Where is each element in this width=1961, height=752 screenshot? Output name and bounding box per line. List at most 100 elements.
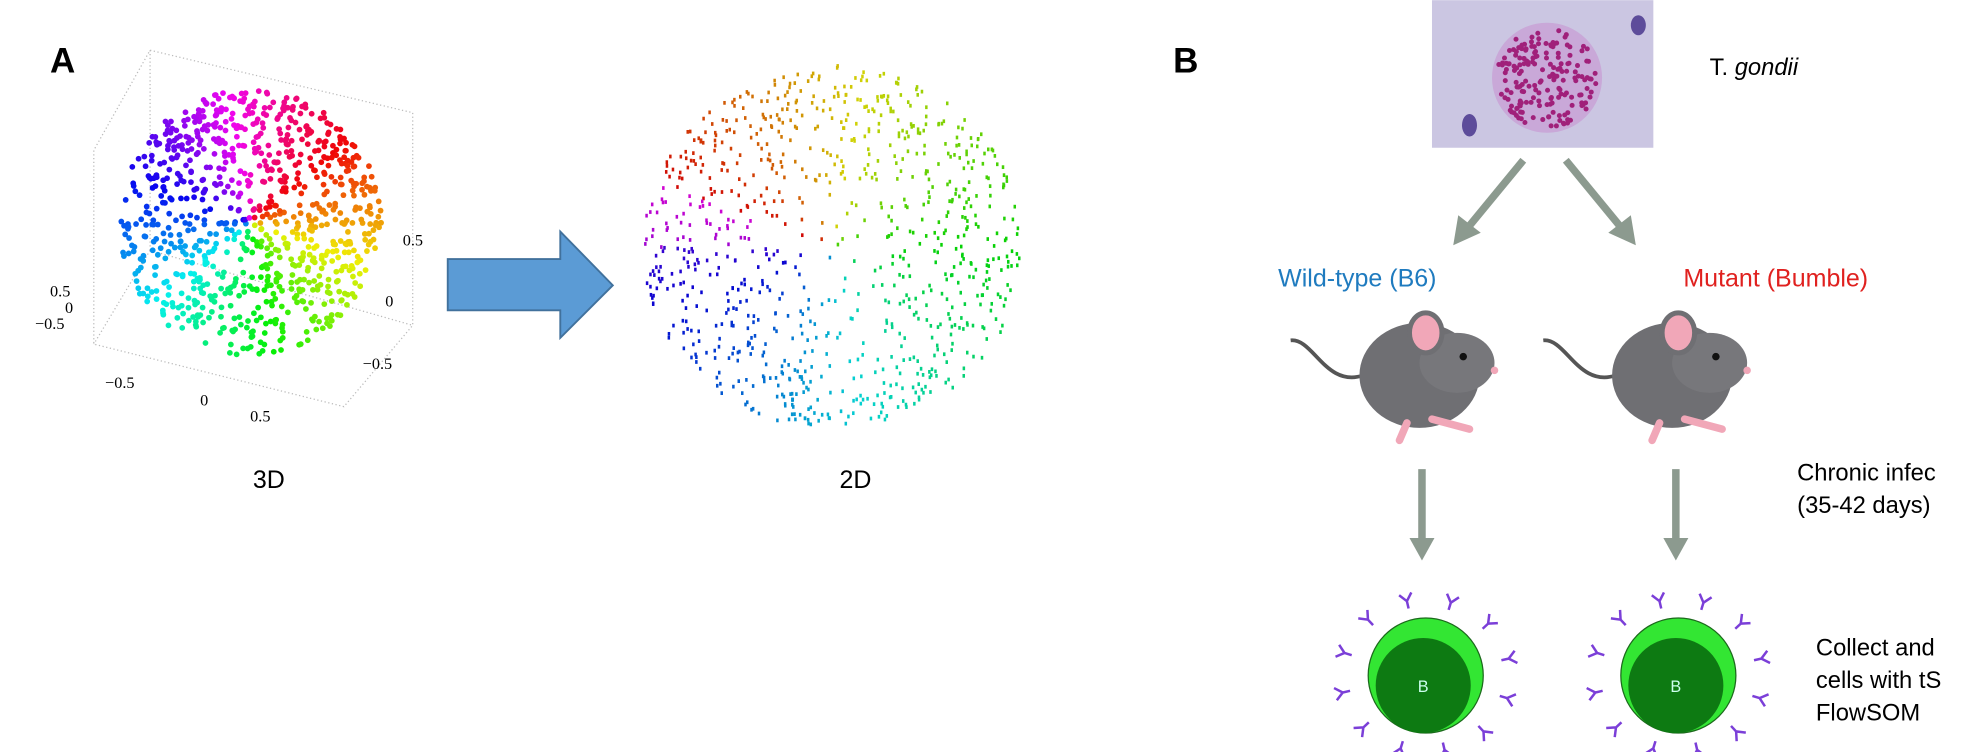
point [781, 107, 784, 111]
point [711, 122, 714, 126]
point [922, 290, 925, 294]
point [773, 253, 776, 257]
point [887, 215, 890, 219]
dot [1518, 98, 1523, 103]
point [782, 75, 785, 79]
point [910, 125, 913, 129]
point [163, 119, 169, 125]
point [986, 270, 989, 274]
point [201, 146, 207, 152]
point [925, 122, 928, 126]
point [210, 263, 216, 269]
point [843, 126, 846, 130]
point [929, 390, 932, 394]
dot [1503, 78, 1508, 83]
point [1007, 265, 1010, 269]
point [206, 315, 212, 321]
point [297, 277, 303, 283]
point [879, 74, 882, 78]
point [183, 163, 189, 169]
point [263, 112, 269, 118]
point [351, 193, 357, 199]
point [212, 181, 218, 187]
point [964, 188, 967, 192]
point [662, 186, 665, 190]
point [949, 155, 952, 159]
point [132, 188, 138, 194]
point [979, 303, 982, 307]
point [229, 227, 235, 233]
point [307, 155, 313, 161]
point [753, 199, 756, 203]
dot [1579, 48, 1584, 53]
point [240, 345, 246, 351]
point [184, 196, 190, 202]
point [909, 104, 912, 108]
point [696, 258, 699, 262]
point [781, 292, 784, 296]
point [987, 237, 990, 241]
point [988, 277, 991, 281]
point [903, 198, 906, 202]
point [292, 295, 298, 301]
point [744, 116, 747, 120]
point [732, 306, 735, 310]
point [909, 357, 912, 361]
point [821, 221, 824, 225]
point [795, 392, 798, 396]
point [249, 274, 255, 280]
point [816, 106, 819, 110]
point [252, 222, 258, 228]
point [991, 148, 994, 152]
point [791, 336, 794, 340]
point [809, 380, 812, 384]
point [825, 352, 828, 356]
point [749, 124, 752, 128]
point [290, 229, 296, 235]
point [881, 283, 884, 287]
antibody [1437, 741, 1453, 752]
point [994, 154, 997, 158]
point [774, 311, 777, 315]
point [919, 242, 922, 246]
point [938, 220, 941, 224]
point [915, 311, 918, 315]
point [810, 365, 813, 369]
point [194, 215, 200, 221]
point [344, 302, 350, 308]
point [903, 249, 906, 253]
point [907, 135, 910, 139]
point [862, 70, 865, 74]
point [295, 223, 301, 229]
point [200, 177, 206, 183]
point [692, 151, 695, 155]
tail [1543, 340, 1616, 377]
point [668, 336, 671, 340]
point [746, 225, 749, 229]
dot [1504, 67, 1509, 72]
point [274, 116, 280, 122]
point [718, 337, 721, 341]
dot [1507, 61, 1512, 66]
point [342, 249, 348, 255]
dot [1544, 41, 1549, 46]
point [318, 115, 324, 121]
point [992, 257, 995, 261]
point [715, 233, 718, 237]
point [909, 230, 912, 234]
point [682, 235, 685, 239]
dot [1514, 37, 1519, 42]
point [744, 236, 747, 240]
point [732, 385, 735, 389]
point [713, 190, 716, 194]
point [166, 167, 172, 173]
panel-label: B [1173, 42, 1198, 81]
dot [1502, 56, 1507, 61]
point [963, 166, 966, 170]
point [791, 398, 794, 402]
point [153, 183, 159, 189]
point [899, 371, 902, 375]
dot [1581, 44, 1586, 49]
point [341, 192, 347, 198]
point [718, 227, 721, 231]
